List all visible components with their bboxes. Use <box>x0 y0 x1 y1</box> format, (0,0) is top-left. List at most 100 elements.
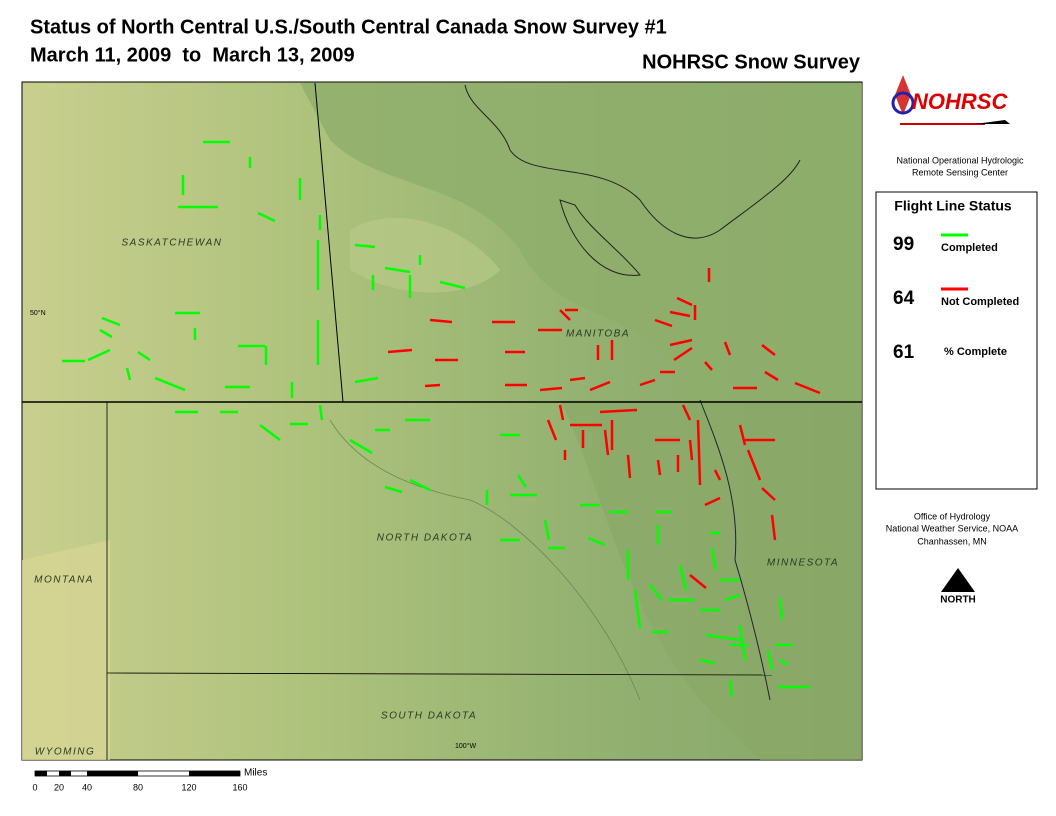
flight-line <box>678 564 688 591</box>
title-dates: March 11, 2009 to March 13, 2009 <box>30 44 355 66</box>
flight-line <box>723 341 732 356</box>
flight-line <box>699 658 716 665</box>
flight-line <box>778 597 784 621</box>
flight-lines <box>62 140 821 698</box>
flight-line <box>99 328 113 339</box>
flight-line <box>384 266 411 274</box>
place-label: NORTH DAKOTA <box>377 533 474 544</box>
flight-line <box>654 318 673 328</box>
flight-line <box>669 338 693 347</box>
legend: Flight Line Status 99 Completed 64 Not Comp… <box>875 191 1038 490</box>
office: Office of Hydrology <box>914 511 991 521</box>
flight-line <box>649 584 663 601</box>
legend-count: 61 <box>893 342 915 363</box>
subtitle: NOHRSC Snow Survey <box>642 51 861 73</box>
flight-line <box>137 350 151 362</box>
flight-line <box>439 280 466 290</box>
logo: NOHRSC National Operational Hydrologic R… <box>891 75 1024 177</box>
scale-tick-label: 0 <box>32 782 37 792</box>
flight-line <box>713 469 722 481</box>
latitude-label: 50°N <box>30 309 46 317</box>
flight-line <box>689 574 707 589</box>
flight-line <box>349 438 373 455</box>
flight-line <box>87 348 111 362</box>
scale-tick-label: 80 <box>133 782 143 792</box>
north-arrow <box>941 568 975 592</box>
flight-line <box>354 376 379 384</box>
scale-tick-label: 20 <box>54 782 64 792</box>
flight-line <box>318 404 324 421</box>
legend-items: 99 Completed 64 Not Completed 61 % Complete <box>893 233 1019 363</box>
legend-label: Completed <box>941 242 998 254</box>
flight-line <box>673 346 693 362</box>
flight-line <box>154 376 186 392</box>
scale-unit: Miles <box>244 768 267 779</box>
office: Chanhassen, MN <box>917 536 987 546</box>
flight-line <box>546 419 558 441</box>
place-label: SOUTH DAKOTA <box>381 711 477 722</box>
flight-line <box>704 496 721 507</box>
flight-line <box>728 679 734 698</box>
flight-line <box>704 361 713 371</box>
flight-line <box>633 589 642 629</box>
flight-line <box>387 348 413 354</box>
legend-title: Flight Line Status <box>894 198 1012 214</box>
title: Status of North Central U.S./South Centr… <box>30 16 667 38</box>
office: National Weather Service, NOAA <box>886 523 1018 533</box>
flight-line <box>724 593 741 602</box>
scale-tick-label: 160 <box>232 782 247 792</box>
flight-line <box>710 547 718 571</box>
flight-line <box>259 424 281 441</box>
place-label: MONTANA <box>34 575 94 586</box>
scale-tick-label: 120 <box>181 782 196 792</box>
place-label: MINNESOTA <box>767 558 839 569</box>
logo-caption: National Operational Hydrologic <box>896 155 1024 165</box>
legend-count: 99 <box>893 234 914 255</box>
flight-line <box>589 380 611 392</box>
place-label: MANITOBA <box>566 329 630 340</box>
map-frame <box>21 81 863 761</box>
flight-line <box>539 386 563 392</box>
flight-line <box>639 378 656 387</box>
flight-line <box>669 310 691 318</box>
flight-line <box>764 370 779 382</box>
place-label: WYOMING <box>35 747 96 758</box>
flight-line <box>384 485 403 494</box>
flight-line <box>766 649 774 671</box>
flight-line <box>688 439 694 461</box>
logo-text: NOHRSC <box>912 89 1008 114</box>
flight-line <box>779 658 789 667</box>
flight-line <box>603 429 610 456</box>
scale-tick-label: 40 <box>82 782 92 792</box>
flight-line <box>543 519 551 541</box>
logo-caption: Remote Sensing Center <box>912 167 1008 177</box>
legend-count: 64 <box>893 288 915 309</box>
flight-line <box>599 408 638 414</box>
flight-line <box>125 367 132 381</box>
flight-line <box>409 478 431 492</box>
place-label: SASKATCHEWAN <box>122 238 223 249</box>
flight-line <box>626 454 632 479</box>
flight-line <box>558 404 565 421</box>
legend-label: % Complete <box>944 346 1007 358</box>
flight-line <box>257 211 276 223</box>
flight-line <box>761 344 776 356</box>
flight-line <box>587 536 606 547</box>
flight-line <box>429 318 453 324</box>
flight-line <box>656 459 662 476</box>
flight-line <box>354 243 376 249</box>
flight-line <box>705 633 741 642</box>
north-label: NORTH <box>940 595 976 606</box>
flight-line <box>794 381 821 395</box>
scale-bar: 0 20 40 80 120 160 Miles <box>32 768 267 793</box>
flight-line <box>738 624 747 661</box>
flight-line <box>738 424 747 446</box>
flight-line <box>761 487 776 501</box>
flight-line <box>681 404 692 421</box>
flight-line <box>516 474 528 488</box>
flight-line <box>770 514 777 541</box>
flight-line <box>101 316 121 327</box>
flight-line <box>746 449 762 481</box>
